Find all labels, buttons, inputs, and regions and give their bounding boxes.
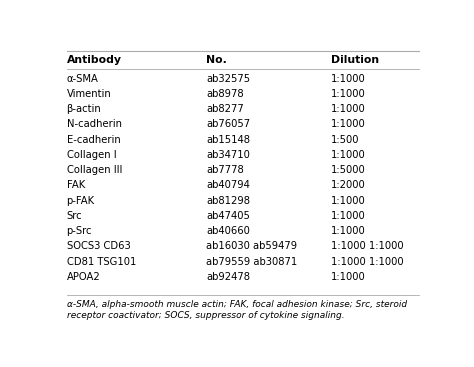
Text: CD81 TSG101: CD81 TSG101 [66,257,136,267]
Text: 1:1000: 1:1000 [331,211,366,221]
Text: ab76057: ab76057 [206,119,250,129]
Text: 1:5000: 1:5000 [331,165,366,175]
Text: α-SMA: α-SMA [66,73,99,84]
Text: 1:1000: 1:1000 [331,196,366,206]
Text: β-actin: β-actin [66,104,101,114]
Text: FAK: FAK [66,180,85,190]
Text: p-Src: p-Src [66,226,92,236]
Text: Collagen III: Collagen III [66,165,122,175]
Text: α-SMA, alpha-smooth muscle actin; FAK, focal adhesion kinase; Src, steroid
recep: α-SMA, alpha-smooth muscle actin; FAK, f… [66,299,407,320]
Text: 1:500: 1:500 [331,135,360,145]
Text: ab34710: ab34710 [206,150,250,160]
Text: ab8978: ab8978 [206,89,244,99]
Text: 1:1000 1:1000: 1:1000 1:1000 [331,257,404,267]
Text: ab7778: ab7778 [206,165,244,175]
Text: 1:1000: 1:1000 [331,104,366,114]
Text: Vimentin: Vimentin [66,89,111,99]
Text: 1:1000: 1:1000 [331,150,366,160]
Text: 1:1000: 1:1000 [331,272,366,282]
Text: Antibody: Antibody [66,55,122,65]
Text: ab92478: ab92478 [206,272,250,282]
Text: Dilution: Dilution [331,55,379,65]
Text: SOCS3 CD63: SOCS3 CD63 [66,241,130,251]
Text: 1:1000: 1:1000 [331,89,366,99]
Text: ab15148: ab15148 [206,135,250,145]
Text: Collagen I: Collagen I [66,150,116,160]
Text: N-cadherin: N-cadherin [66,119,122,129]
Text: ab81298: ab81298 [206,196,250,206]
Text: 1:1000: 1:1000 [331,73,366,84]
Text: ab16030 ab59479: ab16030 ab59479 [206,241,297,251]
Text: ab40660: ab40660 [206,226,250,236]
Text: p-FAK: p-FAK [66,196,95,206]
Text: 1:1000: 1:1000 [331,226,366,236]
Text: 1:1000: 1:1000 [331,119,366,129]
Text: ab47405: ab47405 [206,211,250,221]
Text: E-cadherin: E-cadherin [66,135,120,145]
Text: ab8277: ab8277 [206,104,244,114]
Text: 1:2000: 1:2000 [331,180,366,190]
Text: ab79559 ab30871: ab79559 ab30871 [206,257,298,267]
Text: ab32575: ab32575 [206,73,250,84]
Text: No.: No. [206,55,227,65]
Text: ab40794: ab40794 [206,180,250,190]
Text: 1:1000 1:1000: 1:1000 1:1000 [331,241,404,251]
Text: Src: Src [66,211,82,221]
Text: APOA2: APOA2 [66,272,100,282]
